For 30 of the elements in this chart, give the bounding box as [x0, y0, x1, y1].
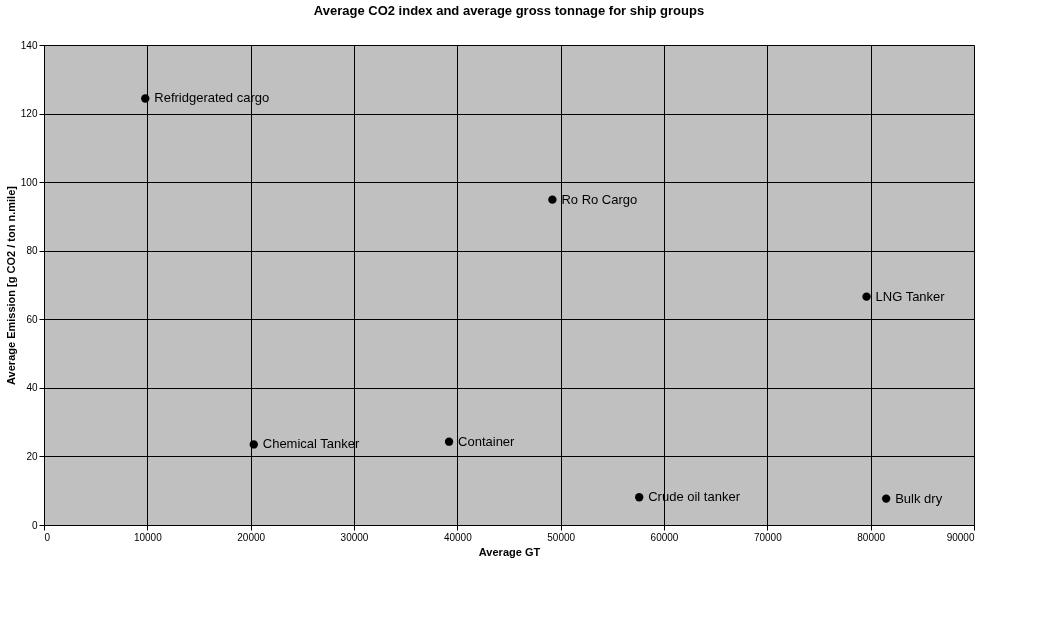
y-axis-title: Average Emission [g CO2 / ton n.mile] [4, 185, 17, 385]
x-tick-label: 80000 [857, 531, 886, 543]
point [881, 494, 891, 503]
y-tick-label: 60 [26, 313, 38, 325]
x-tick-label: 20000 [237, 531, 266, 543]
annotation: Bulk dry [895, 490, 943, 506]
y-tick-label: 100 [20, 176, 38, 188]
chart-title: Average CO2 index and average gross tonnage for ship groups [313, 3, 705, 18]
point [444, 437, 454, 446]
x-tick-label: 0 [44, 531, 51, 543]
y-tick-label: 80 [26, 245, 38, 257]
x-tick-label: 60000 [650, 531, 679, 543]
point [635, 493, 644, 502]
y-tick-label: 140 [20, 39, 38, 51]
x-axis-title: Average GT [478, 545, 541, 558]
y-tick-label: 120 [20, 108, 38, 120]
point [548, 195, 557, 204]
y-tick-label: 40 [26, 382, 38, 394]
x-tick-label: 50000 [547, 531, 576, 543]
x-tick-label: 10000 [133, 531, 163, 543]
annotation: Container [458, 433, 516, 449]
x-tick-label: 90000 [946, 531, 975, 543]
annotation: Ro Ro Cargo [561, 191, 638, 207]
x-tick-label: 40000 [443, 531, 473, 543]
y-tick-label: 0 [31, 519, 38, 531]
point [862, 292, 871, 301]
y-tick-label: 20 [26, 450, 38, 462]
annotation: LNG Tanker [875, 288, 946, 304]
x-tick-label: 30000 [340, 531, 369, 543]
x-tick-label: 70000 [753, 531, 783, 543]
